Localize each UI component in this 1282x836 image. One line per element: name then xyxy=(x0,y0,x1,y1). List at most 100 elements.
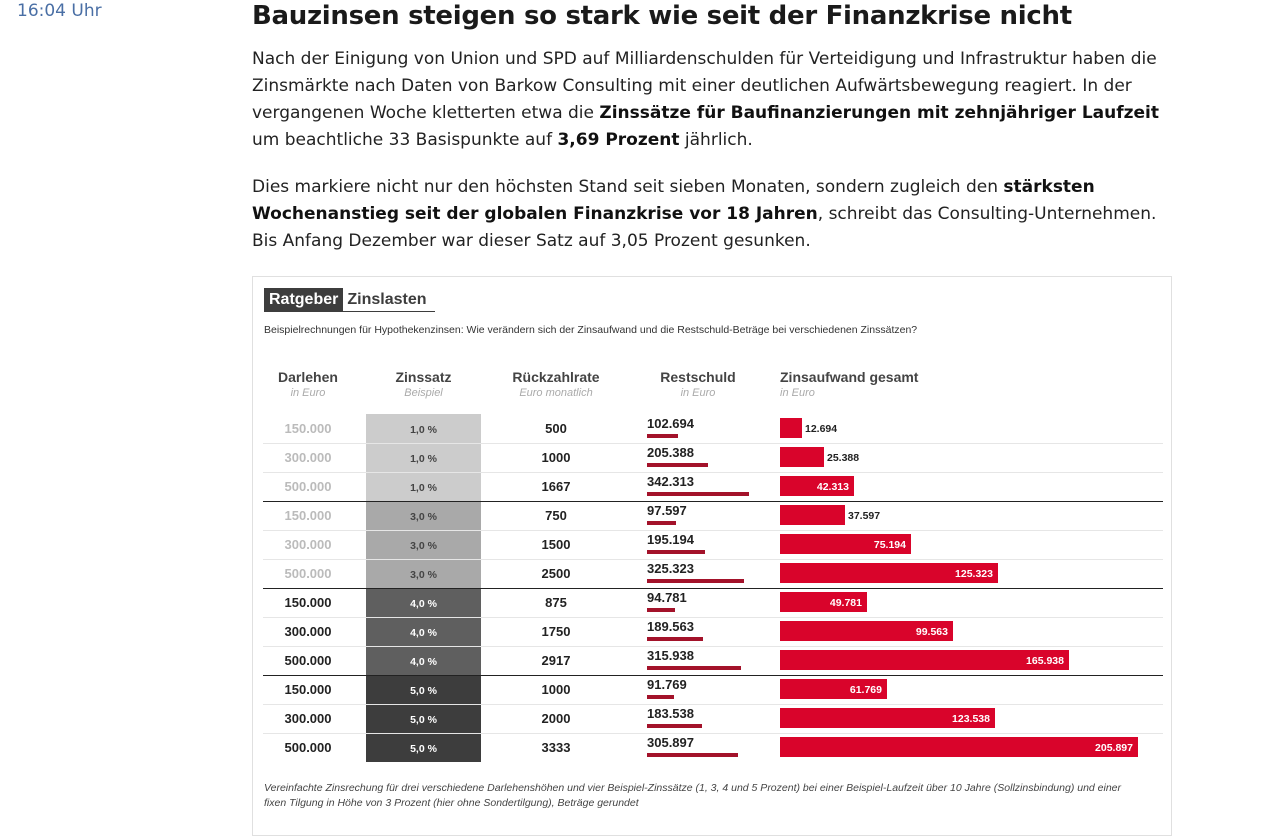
rueckzahlrate-value: 500 xyxy=(545,420,567,436)
p2-text-2: , schreibt das Consulting-Unternehmen. B… xyxy=(252,204,1157,251)
darlehen-value: 500.000 xyxy=(284,478,332,494)
zinsaufwand-bar xyxy=(780,679,887,699)
zinsaufwand-value: 99.563 xyxy=(915,626,948,638)
restschuld-value: 315.938 xyxy=(647,648,694,663)
zinsaufwand-bar xyxy=(780,621,953,641)
col-head-zinssatz: Zinssatz Beispiel xyxy=(366,369,481,399)
zinsaufwand-value: 42.313 xyxy=(816,481,849,493)
zinssatz-value: 3,0 % xyxy=(410,568,437,581)
darlehen-value: 300.000 xyxy=(284,536,332,552)
darlehen-value: 300.000 xyxy=(284,710,332,726)
col-head-restschuld-label: Restschuld xyxy=(660,369,736,385)
article: Bauzinsen steigen so stark wie seit der … xyxy=(252,0,1172,255)
p2-text-1: Dies markiere nicht nur den höchsten Sta… xyxy=(252,177,1004,197)
zinsaufwand-value: 205.897 xyxy=(1095,742,1133,754)
row-divider xyxy=(263,530,1163,531)
restschuld-value: 91.769 xyxy=(647,677,687,692)
restschuld-bar xyxy=(647,434,678,438)
zinssatz-value: 1,0 % xyxy=(410,481,437,494)
zinssatz-value: 1,0 % xyxy=(410,423,437,436)
p1-text-3: jährlich. xyxy=(679,130,753,150)
zinsaufwand-value: 165.938 xyxy=(1026,655,1064,667)
darlehen-value: 150.000 xyxy=(284,507,332,523)
darlehen-value: 500.000 xyxy=(284,652,332,668)
col-head-rate-label: Rückzahlrate xyxy=(512,369,600,385)
zinssatz-value: 1,0 % xyxy=(410,452,437,465)
rueckzahlrate-value: 1000 xyxy=(541,681,571,697)
restschuld-value: 305.897 xyxy=(647,735,694,750)
chart-title-tag: Ratgeber xyxy=(264,288,344,312)
zinssatz-value: 4,0 % xyxy=(410,655,437,668)
zinssatz-value: 3,0 % xyxy=(410,510,437,523)
col-head-darlehen-unit: in Euro xyxy=(290,387,326,399)
restschuld-bar xyxy=(647,695,674,699)
group-divider xyxy=(263,501,1163,502)
zinssatz-value: 4,0 % xyxy=(410,597,437,610)
col-head-restschuld-unit: in Euro xyxy=(680,387,716,399)
zinsaufwand-bar xyxy=(780,592,867,612)
zinslasten-chart: Ratgeber Zinslasten Beispielrechnungen f… xyxy=(252,276,1172,836)
p2-bold-1: stärksten Wochenanstieg seit der globale… xyxy=(252,177,1095,224)
darlehen-value: 150.000 xyxy=(284,594,332,610)
rueckzahlrate-value: 2000 xyxy=(541,710,571,726)
darlehen-value: 500.000 xyxy=(284,565,332,581)
row-divider xyxy=(263,443,1163,444)
zinsaufwand-value: 12.694 xyxy=(805,423,838,435)
col-head-zinsaufwand-unit: in Euro xyxy=(780,387,815,399)
row-divider xyxy=(263,472,1163,473)
col-head-darlehen-label: Darlehen xyxy=(278,369,338,385)
chart-title: Ratgeber Zinslasten xyxy=(264,288,435,312)
zinsaufwand-bar xyxy=(780,505,845,525)
rueckzahlrate-value: 875 xyxy=(545,594,567,610)
p1-bold-2: 3,69 Prozent xyxy=(557,130,680,150)
chart-title-rest: Zinslasten xyxy=(343,288,435,312)
article-paragraph-2: Dies markiere nicht nur den höchsten Sta… xyxy=(252,174,1172,255)
zinsaufwand-value: 49.781 xyxy=(829,597,862,609)
rueckzahlrate-value: 750 xyxy=(545,507,567,523)
darlehen-value: 300.000 xyxy=(284,449,332,465)
rueckzahlrate-value: 3333 xyxy=(541,739,571,755)
article-headline: Bauzinsen steigen so stark wie seit der … xyxy=(252,1,1072,31)
rueckzahlrate-value: 1667 xyxy=(541,478,571,494)
col-head-restschuld: Restschuld in Euro xyxy=(643,369,753,399)
restschuld-bar xyxy=(647,463,708,467)
zinssatz-cell-bg xyxy=(366,472,481,501)
rueckzahlrate-value: 2917 xyxy=(541,652,571,668)
zinsaufwand-value: 37.597 xyxy=(848,510,881,522)
zinssatz-cell-bg xyxy=(366,443,481,472)
zinsaufwand-value: 125.323 xyxy=(955,568,993,580)
zinssatz-cell-bg xyxy=(366,501,481,530)
zinsaufwand-bar xyxy=(780,563,998,583)
restschuld-bar xyxy=(647,550,705,554)
row-divider xyxy=(263,704,1163,705)
col-head-rate: Rückzahlrate Euro monatlich xyxy=(501,369,611,399)
restschuld-bar xyxy=(647,608,675,612)
chart-subtitle: Beispielrechnungen für Hypothekenzinsen:… xyxy=(264,324,918,336)
zinsaufwand-bar xyxy=(780,534,911,554)
restschuld-value: 183.538 xyxy=(647,706,694,721)
darlehen-value: 150.000 xyxy=(284,681,332,697)
zinssatz-cell-bg xyxy=(366,588,481,617)
restschuld-value: 195.194 xyxy=(647,532,694,547)
restschuld-value: 205.388 xyxy=(647,445,694,460)
p1-text-1: Nach der Einigung von Union und SPD auf … xyxy=(252,49,1157,123)
restschuld-bar xyxy=(647,666,741,670)
rueckzahlrate-value: 1000 xyxy=(541,449,571,465)
col-head-zinssatz-label: Zinssatz xyxy=(395,369,452,385)
rueckzahlrate-value: 2500 xyxy=(541,565,571,581)
col-head-zinsaufwand-label: Zinsaufwand gesamt xyxy=(780,369,919,385)
darlehen-value: 300.000 xyxy=(284,623,332,639)
rueckzahlrate-value: 1750 xyxy=(541,623,571,639)
zinssatz-cell-bg xyxy=(366,414,481,443)
restschuld-value: 189.563 xyxy=(647,619,694,634)
zinssatz-cell-bg xyxy=(366,530,481,559)
row-divider xyxy=(263,646,1163,647)
group-divider xyxy=(263,588,1163,589)
zinssatz-cell-bg xyxy=(366,646,481,675)
darlehen-value: 500.000 xyxy=(284,739,332,755)
zinsaufwand-value: 75.194 xyxy=(873,539,906,551)
zinsaufwand-bar xyxy=(780,708,995,728)
zinssatz-value: 5,0 % xyxy=(410,684,437,697)
zinssatz-value: 5,0 % xyxy=(410,742,437,755)
restschuld-bar xyxy=(647,637,703,641)
